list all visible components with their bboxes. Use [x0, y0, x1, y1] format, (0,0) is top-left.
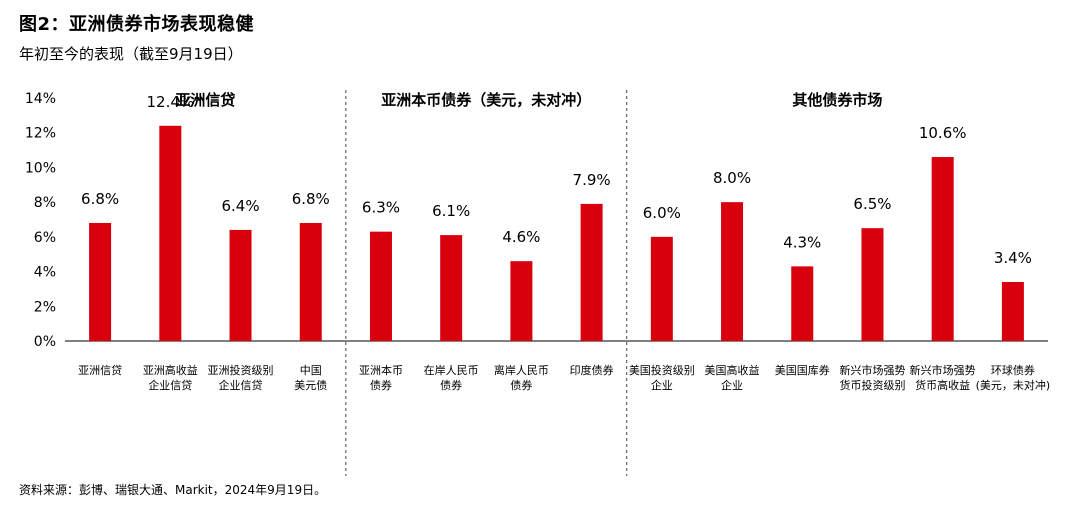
- bar-value-label: 6.0%: [643, 204, 681, 222]
- source-note: 资料来源：彭博、瑞银大通、Markit，2024年9月19日。: [19, 483, 327, 497]
- y-tick-label: 8%: [34, 195, 56, 211]
- group-label: 其他债券市场: [792, 91, 882, 109]
- category-label: 在岸人民币: [424, 364, 479, 377]
- group-label: 亚洲本币债券（美元，未对冲）: [381, 91, 591, 109]
- bar: [650, 236, 673, 341]
- bar-value-label: 6.8%: [292, 190, 330, 208]
- bar-value-label: 6.3%: [362, 199, 400, 217]
- category-label: 货币投资级别: [839, 378, 905, 392]
- category-label: 债券: [370, 378, 392, 392]
- category-label: (美元，未对冲): [976, 378, 1051, 392]
- category-label: 亚洲高收益: [143, 363, 198, 377]
- y-tick-label: 0%: [34, 334, 56, 350]
- y-tick-label: 10%: [25, 160, 56, 176]
- bar: [1001, 281, 1024, 341]
- category-label: 债券: [440, 378, 462, 392]
- group-label: 亚洲信贷: [175, 91, 235, 109]
- bar-value-label: 12.4%: [146, 93, 194, 111]
- bar: [440, 235, 463, 341]
- category-label: 货币高收益: [915, 378, 970, 392]
- bar-value-label: 6.1%: [432, 202, 470, 220]
- category-label: 美国国库券: [775, 363, 830, 377]
- y-tick-label: 6%: [34, 230, 56, 246]
- category-label: 新兴市场强势: [839, 363, 905, 377]
- bar: [791, 266, 814, 341]
- bar: [580, 203, 603, 341]
- chart-title: 图2：亚洲债券市场表现稳健: [19, 14, 255, 35]
- bar-value-label: 10.6%: [919, 124, 967, 142]
- y-tick-label: 4%: [34, 265, 56, 281]
- category-label: 亚洲信贷: [78, 363, 122, 377]
- category-label: 亚洲本币: [359, 363, 403, 377]
- bar: [931, 157, 954, 341]
- category-label: 中国: [300, 364, 322, 377]
- bar-chart: 0%2%4%6%8%10%12%14%6.8%亚洲信贷12.4%亚洲高收益企业信…: [25, 90, 1051, 476]
- bar: [721, 202, 744, 341]
- chart-subtitle: 年初至今的表现（截至9月19日）: [19, 45, 243, 63]
- bar: [861, 228, 884, 341]
- category-label: 新兴市场强势: [910, 363, 976, 377]
- bar-value-label: 8.0%: [713, 169, 751, 187]
- bar: [299, 222, 322, 341]
- bar: [159, 125, 182, 342]
- category-label: 美元债: [294, 378, 327, 392]
- category-label: 美国投资级别: [629, 363, 695, 377]
- y-tick-label: 2%: [34, 299, 56, 315]
- category-label: 印度债券: [570, 363, 614, 377]
- category-label: 离岸人民币: [494, 363, 549, 377]
- category-label: 亚洲投资级别: [208, 363, 274, 377]
- bar-value-label: 6.4%: [221, 197, 259, 215]
- bar-value-label: 3.4%: [994, 249, 1032, 267]
- bar-value-label: 4.6%: [502, 228, 540, 246]
- y-tick-label: 14%: [25, 91, 56, 107]
- category-label: 企业: [721, 378, 743, 392]
- bar: [510, 261, 533, 341]
- bar-value-label: 6.8%: [81, 190, 119, 208]
- category-label: 企业: [651, 378, 673, 392]
- bar: [369, 231, 392, 341]
- bar-value-label: 7.9%: [573, 171, 611, 189]
- bar: [229, 229, 252, 341]
- bar: [89, 222, 112, 341]
- bar-value-label: 4.3%: [783, 233, 821, 251]
- category-label: 企业信贷: [148, 378, 192, 392]
- category-label: 环球债券: [991, 363, 1035, 377]
- category-label: 债券: [510, 378, 532, 392]
- category-label: 美国高收益: [705, 363, 760, 377]
- category-label: 企业信贷: [219, 378, 263, 392]
- bar-value-label: 6.5%: [853, 195, 891, 213]
- y-tick-label: 12%: [25, 126, 56, 142]
